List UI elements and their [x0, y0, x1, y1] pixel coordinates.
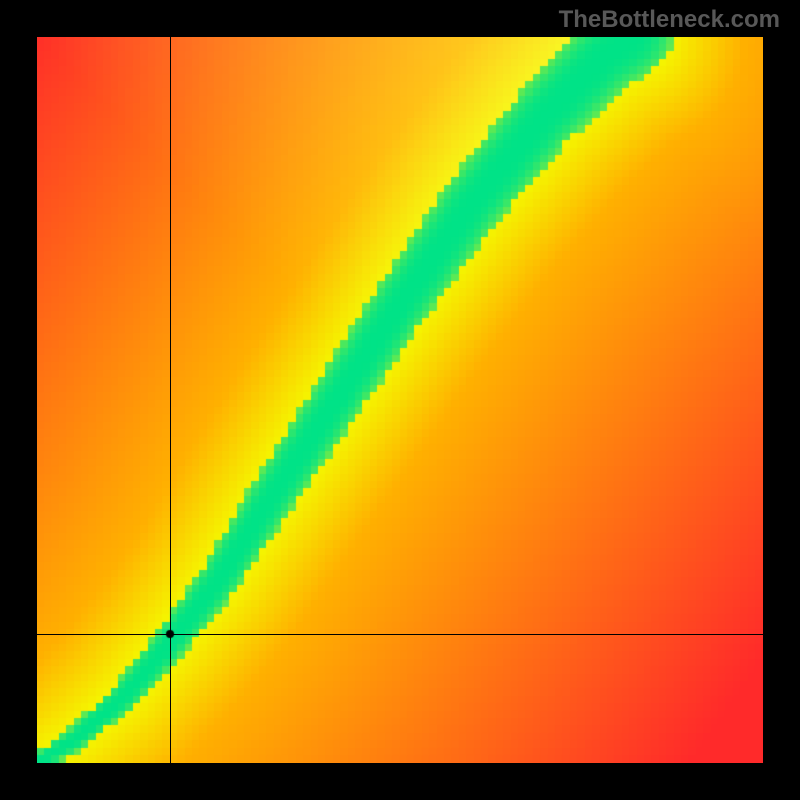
crosshair-marker: [165, 629, 175, 639]
crosshair-vertical: [170, 37, 171, 763]
watermark-text: TheBottleneck.com: [559, 6, 780, 34]
bottleneck-heatmap: [37, 37, 763, 763]
crosshair-horizontal: [37, 634, 763, 635]
